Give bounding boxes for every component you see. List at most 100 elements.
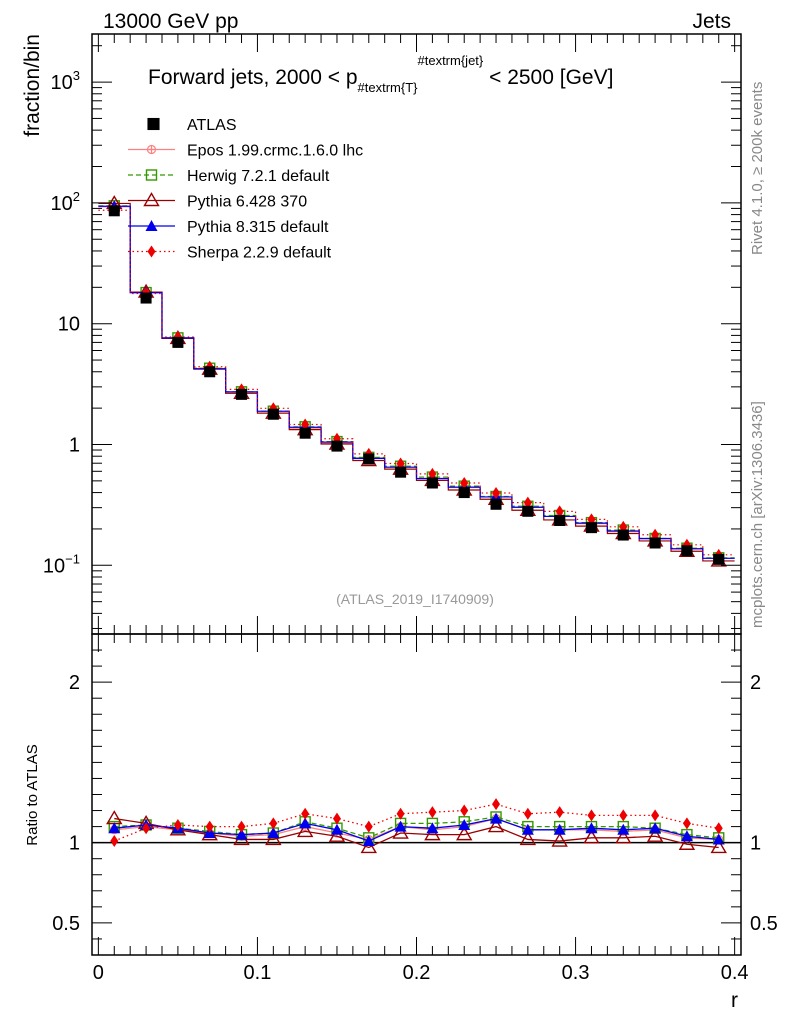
- ratio-series-point-2: [615, 829, 632, 844]
- atlas-data-point: [267, 408, 279, 420]
- atlas-data-point: [395, 466, 407, 478]
- ratio-series-point-2: [710, 839, 727, 854]
- ratio-series-point-3: [521, 823, 534, 835]
- ratio-y-axis-label: Ratio to ATLAS: [24, 744, 41, 845]
- series-point-4: [396, 457, 405, 470]
- ratio-series-point-3: [490, 812, 503, 824]
- y-axis-label: fraction/bin: [21, 34, 44, 137]
- legend-marker-atlas: [147, 117, 160, 131]
- ratio-plot-frame: [91, 633, 742, 956]
- ratio-series-4: [110, 798, 723, 848]
- legend-label-3: Pythia 8.315 default: [187, 219, 329, 236]
- series-point-4: [492, 486, 501, 499]
- atlas-data-point: [204, 366, 216, 378]
- atlas-data-point: [236, 388, 248, 400]
- y-tick-label: 10: [58, 314, 80, 336]
- ratio-series-point-4: [682, 817, 691, 830]
- legend-marker-3: [145, 220, 158, 231]
- ratio-series-point-3: [617, 823, 630, 835]
- chart-title-tail: < 2500 [GeV]: [483, 66, 613, 89]
- ratio-series-point-4: [492, 798, 501, 811]
- ratio-series-point-2: [519, 831, 537, 846]
- y-tick-label: 103: [51, 68, 80, 94]
- atlas-data-point: [140, 292, 152, 304]
- series-point-4: [460, 477, 469, 490]
- legend-label-atlas: ATLAS: [187, 117, 237, 134]
- mcplots-label: mcplots.cern.ch [arXiv:1306.3436]: [749, 401, 766, 628]
- analysis-id: (ATLAS_2019_I1740909): [336, 591, 494, 607]
- ratio-series-point-4: [714, 822, 723, 835]
- ratio-series-point-4: [173, 818, 182, 831]
- main-plot-panel: [91, 33, 742, 635]
- ratio-series-point-3: [712, 833, 725, 845]
- ratio-series-line-3: [114, 817, 719, 842]
- ratio-series-point-3: [235, 828, 248, 840]
- ratio-series-point-2: [424, 826, 441, 841]
- ratio-series-point-4: [205, 820, 214, 833]
- x-tick-label: 0.4: [721, 962, 749, 984]
- ratio-series-line-4: [114, 803, 719, 842]
- x-tick-label: 0.3: [562, 962, 590, 984]
- atlas-data-point: [490, 498, 502, 510]
- ratio-y-tick-label-right: 1: [750, 833, 761, 855]
- ratio-series-point-2: [296, 823, 314, 838]
- legend: ATLAS Epos 1.99.crmc.1.6.0 lhc Herwig 7.2.…: [128, 117, 363, 262]
- legend-label-2: Pythia 6.428 370: [187, 194, 307, 211]
- series-point-4: [301, 418, 310, 431]
- ratio-series-point-4: [332, 812, 341, 825]
- atlas-data-point: [108, 205, 120, 217]
- atlas-data-point: [617, 529, 629, 541]
- atlas-data: [108, 205, 725, 565]
- ratio-series-point-3: [426, 822, 439, 834]
- legend-label-4: Sherpa 2.2.9 default: [187, 245, 332, 262]
- legend-marker-1: [145, 169, 158, 181]
- ratio-series-point-4: [301, 807, 310, 820]
- atlas-data-point: [458, 487, 470, 499]
- ratio-series-point-4: [428, 806, 437, 819]
- x-axis-label: r: [731, 989, 738, 1012]
- ratio-series-point-4: [364, 820, 373, 833]
- x-tick-label: 0.2: [403, 962, 431, 984]
- ratio-series-point-3: [330, 823, 343, 835]
- legend-label-0: Epos 1.99.crmc.1.6.0 lhc: [187, 143, 363, 160]
- ratio-series-point-3: [394, 820, 407, 832]
- ratio-series-point-3: [585, 822, 598, 834]
- ratio-series-point-2: [646, 827, 664, 842]
- ratio-series-point-4: [269, 817, 278, 830]
- ratio-y-tick-label-right: 0.5: [750, 913, 778, 935]
- ratio-series-point-2: [456, 826, 473, 841]
- chart-title: Forward jets, 2000 < p#textrm{T} #textrm{…: [148, 53, 613, 95]
- ratio-series-point-3: [299, 817, 312, 829]
- ratio-series-point-2: [328, 827, 346, 842]
- atlas-data-point: [713, 553, 725, 565]
- ratio-series-point-2: [487, 818, 505, 833]
- header-left: 13000 GeV pp: [103, 10, 238, 33]
- header-right: Jets: [692, 10, 731, 33]
- ratio-series-point-4: [651, 809, 660, 822]
- ratio-series-point-2: [265, 831, 282, 846]
- ratio-series-point-2: [360, 839, 377, 854]
- ratio-series-point-3: [458, 818, 471, 830]
- ratio-y-tick-label-left: 1: [69, 833, 80, 855]
- ratio-series-point-4: [555, 806, 564, 819]
- ratio-series-point-2: [678, 835, 696, 850]
- series-point-4: [523, 496, 532, 509]
- atlas-data-point: [554, 514, 566, 526]
- ratio-series-point-3: [553, 823, 566, 835]
- series-point-4: [555, 505, 564, 518]
- atlas-data-point: [363, 453, 375, 465]
- ratio-series-point-3: [649, 822, 662, 834]
- ratio-series-point-4: [619, 809, 628, 822]
- ratio-y-tick-label-right: 2: [750, 672, 761, 694]
- atlas-data-point: [426, 477, 438, 489]
- series-point-4: [428, 467, 437, 480]
- ratio-series-point-2: [583, 829, 600, 844]
- ratio-series-point-4: [523, 807, 532, 820]
- ratio-series-point-2: [392, 824, 409, 839]
- legend-label-1: Herwig 7.2.1 default: [187, 168, 330, 185]
- atlas-data-point: [172, 336, 184, 348]
- ratio-series-point-3: [267, 827, 280, 839]
- y-tick-label: 10−1: [43, 551, 80, 577]
